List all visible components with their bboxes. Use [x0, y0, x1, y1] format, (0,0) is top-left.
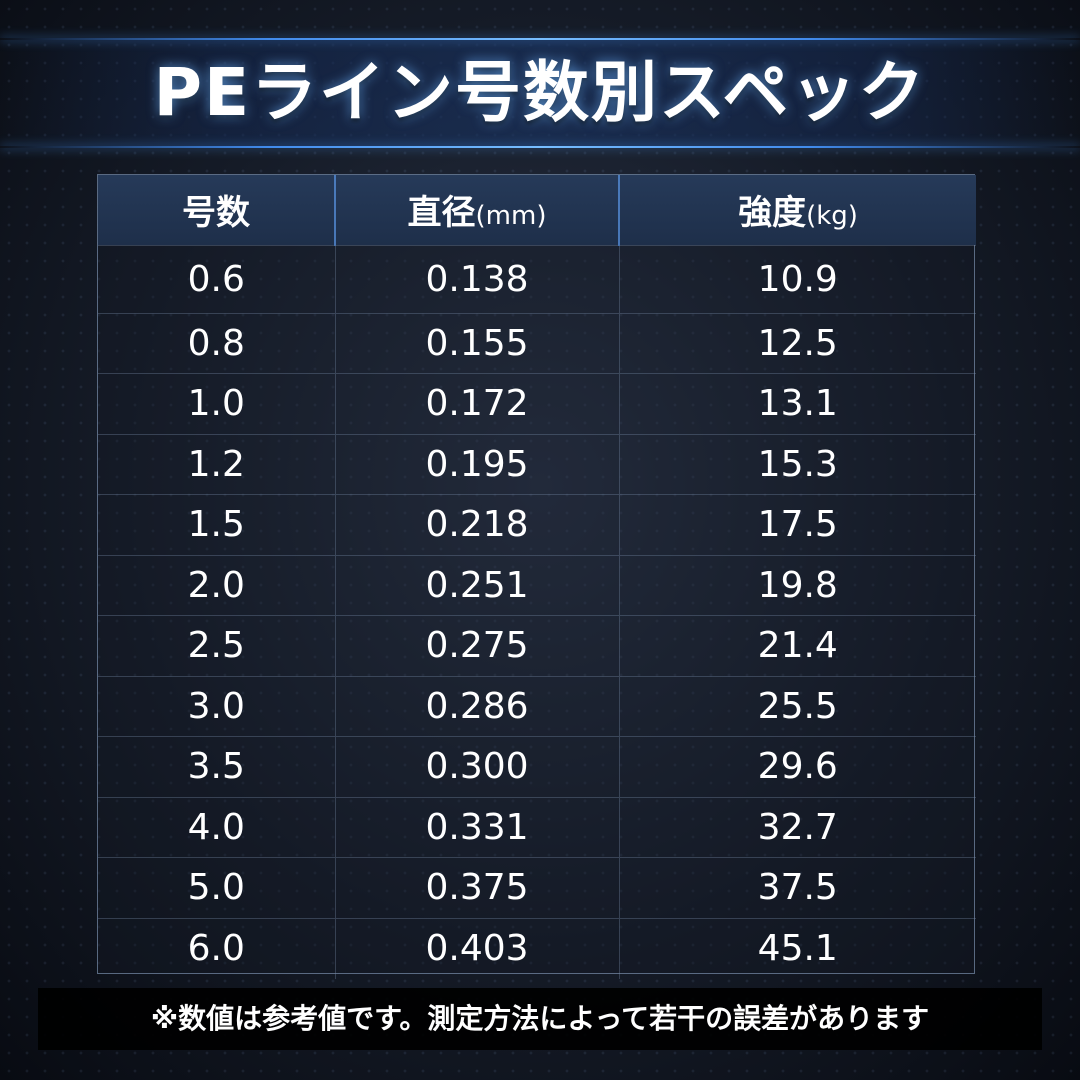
header-strength: 強度(kg) — [619, 175, 976, 245]
strength-cell: 12.5 — [619, 312, 976, 374]
table-row: 3.5 0.300 29.6 — [98, 736, 976, 797]
strength-cell: 25.5 — [619, 675, 976, 737]
table-row: 2.5 0.275 21.4 — [98, 615, 976, 676]
header-diameter-unit: (mm) — [475, 201, 547, 232]
strength-cell: 29.6 — [619, 736, 976, 797]
table-row: 1.5 0.218 17.5 — [98, 494, 976, 555]
spec-table-container: 号数 直径(mm) 強度(kg) 0.6 0.138 10.9 0.8 0.155 12.… — [97, 174, 976, 979]
gousu-cell: 3.5 — [98, 736, 336, 797]
table-row: 4.0 0.331 32.7 — [98, 796, 976, 858]
spec-table-body: 0.6 0.138 10.9 0.8 0.155 12.5 1.0 0.172 13.1 1.2 0… — [98, 244, 976, 979]
diameter-cell: 0.403 — [335, 917, 620, 979]
diameter-cell: 0.286 — [335, 675, 620, 737]
diameter-cell: 0.218 — [335, 494, 620, 555]
diameter-cell: 0.172 — [335, 373, 620, 434]
diameter-cell: 0.375 — [335, 857, 620, 918]
strength-cell: 19.8 — [619, 554, 976, 616]
footnote-text: ※数値は参考値です。測定方法によって若干の誤差があります — [150, 1002, 930, 1035]
header-gousu: 号数 — [98, 175, 336, 245]
diameter-cell: 0.138 — [335, 244, 620, 313]
spec-table: 号数 直径(mm) 強度(kg) 0.6 0.138 10.9 0.8 0.155 12.… — [98, 175, 976, 979]
spec-table-header: 号数 直径(mm) 強度(kg) — [98, 175, 976, 245]
strength-cell: 15.3 — [619, 433, 976, 495]
table-row: 2.0 0.251 19.8 — [98, 554, 976, 616]
title-glow-line-top — [0, 38, 1080, 40]
table-row: 1.2 0.195 15.3 — [98, 433, 976, 495]
gousu-cell: 1.2 — [98, 433, 336, 495]
footnote-band — [38, 988, 1042, 1050]
strength-cell: 21.4 — [619, 615, 976, 676]
title-banner — [0, 38, 1080, 148]
table-row: 5.0 0.375 37.5 — [98, 857, 976, 918]
strength-cell: 37.5 — [619, 857, 976, 918]
diameter-cell: 0.155 — [335, 312, 620, 374]
header-strength-unit: (kg) — [806, 201, 858, 232]
header-strength-label: 強度 — [738, 193, 807, 234]
header-row: 号数 直径(mm) 強度(kg) — [98, 175, 976, 245]
gousu-cell: 1.5 — [98, 494, 336, 555]
gousu-cell: 4.0 — [98, 796, 336, 858]
strength-cell: 17.5 — [619, 494, 976, 555]
table-row: 1.0 0.172 13.1 — [98, 373, 976, 434]
table-row: 6.0 0.403 45.1 — [98, 917, 976, 979]
gousu-cell: 2.0 — [98, 554, 336, 616]
header-diameter-label: 直径 — [407, 193, 476, 234]
gousu-cell: 6.0 — [98, 917, 336, 979]
diameter-cell: 0.331 — [335, 796, 620, 858]
header-gousu-label: 号数 — [182, 193, 250, 234]
table-row: 0.6 0.138 10.9 — [98, 244, 976, 313]
gousu-cell: 1.0 — [98, 373, 336, 434]
page-title: PEライン号数別スペック — [153, 54, 927, 131]
strength-cell: 13.1 — [619, 373, 976, 434]
diameter-cell: 0.300 — [335, 736, 620, 797]
diameter-cell: 0.275 — [335, 615, 620, 676]
strength-cell: 45.1 — [619, 917, 976, 979]
title-glow-line-bottom — [0, 146, 1080, 148]
gousu-cell: 3.0 — [98, 675, 336, 737]
diameter-cell: 0.251 — [335, 554, 620, 616]
strength-cell: 32.7 — [619, 796, 976, 858]
diameter-cell: 0.195 — [335, 433, 620, 495]
gousu-cell: 0.8 — [98, 312, 336, 374]
gousu-cell: 0.6 — [98, 244, 336, 313]
gousu-cell: 5.0 — [98, 857, 336, 918]
table-row: 3.0 0.286 25.5 — [98, 675, 976, 737]
strength-cell: 10.9 — [619, 244, 976, 313]
header-diameter: 直径(mm) — [335, 175, 620, 245]
table-row: 0.8 0.155 12.5 — [98, 312, 976, 374]
gousu-cell: 2.5 — [98, 615, 336, 676]
